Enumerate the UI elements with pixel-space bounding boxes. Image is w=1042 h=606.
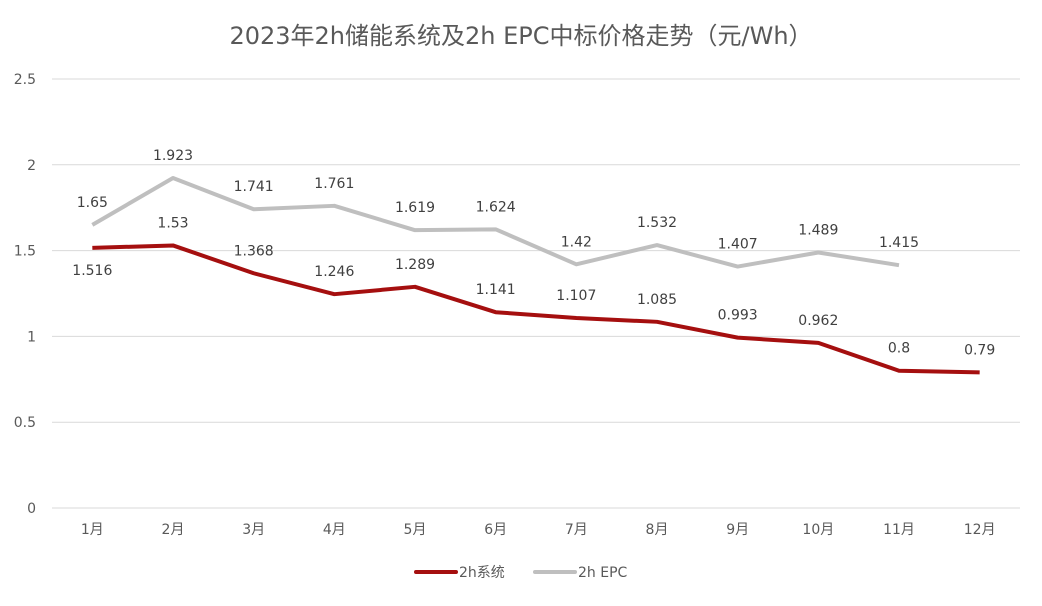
x-tick-label: 5月 [404, 522, 427, 538]
x-tick-label: 11月 [883, 522, 915, 538]
x-tick-label: 6月 [484, 522, 507, 538]
x-tick-label: 10月 [802, 522, 834, 538]
x-tick-label: 7月 [565, 522, 588, 538]
series-line-0 [92, 243, 980, 375]
y-tick-label: 0.5 [14, 415, 36, 431]
legend-label: 2h EPC [578, 565, 628, 581]
series-line-1 [91, 176, 900, 269]
data-label: 1.619 [395, 200, 435, 216]
chart-title: 2023年2h储能系统及2h EPC中标价格走势（元/Wh） [229, 22, 812, 50]
data-label: 1.761 [314, 176, 354, 192]
y-tick-label: 1 [27, 329, 36, 345]
y-tick-label: 0 [27, 501, 36, 517]
data-label: 0.79 [964, 342, 995, 358]
data-label: 1.085 [637, 292, 677, 308]
data-label: 0.8 [888, 341, 910, 357]
legend-label: 2h系统 [459, 565, 505, 581]
y-tick-label: 1.5 [14, 244, 36, 260]
data-label: 1.516 [72, 263, 112, 279]
y-tick-label: 2 [27, 158, 36, 174]
data-label: 1.923 [153, 148, 193, 164]
x-tick-label: 4月 [323, 522, 346, 538]
data-label: 1.624 [476, 199, 516, 215]
data-label: 1.532 [637, 215, 677, 231]
y-tick-label: 2.5 [14, 72, 36, 88]
data-label: 1.489 [798, 222, 838, 238]
data-label: 1.415 [879, 235, 919, 251]
data-label: 1.107 [556, 288, 596, 304]
x-tick-label: 9月 [726, 522, 749, 538]
data-label: 1.53 [157, 215, 188, 231]
x-tick-label: 12月 [964, 522, 996, 538]
x-tick-label: 1月 [81, 522, 104, 538]
x-tick-label: 2月 [162, 522, 185, 538]
data-label: 1.65 [77, 195, 108, 211]
data-label: 1.368 [234, 243, 274, 259]
data-label: 1.289 [395, 257, 435, 273]
data-label: 1.741 [234, 179, 274, 195]
x-tick-label: 8月 [646, 522, 669, 538]
data-label: 1.42 [561, 234, 592, 250]
data-label: 0.962 [798, 313, 838, 329]
data-label: 1.407 [718, 237, 758, 253]
data-label: 1.141 [476, 282, 516, 298]
data-label: 1.246 [314, 264, 354, 280]
data-label: 0.993 [718, 308, 758, 324]
x-tick-label: 3月 [242, 522, 265, 538]
